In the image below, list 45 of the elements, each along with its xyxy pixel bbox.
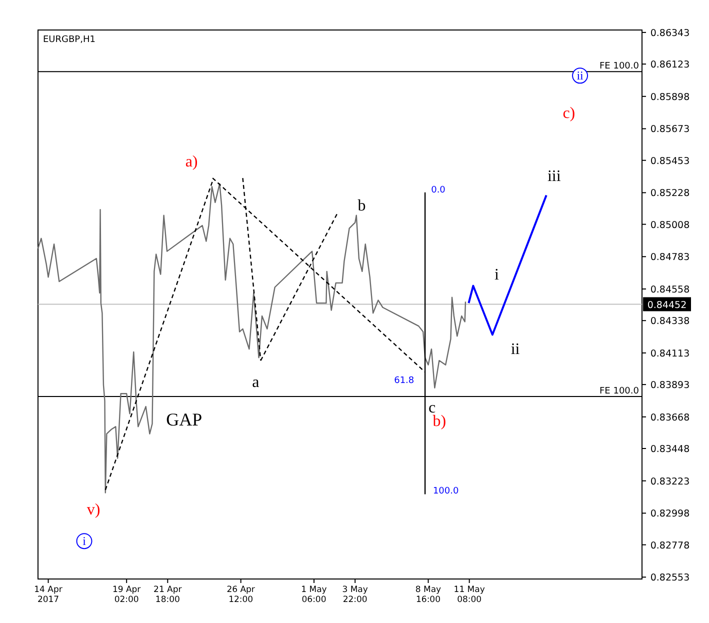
- annotation: GAP: [166, 410, 202, 430]
- y-tick-label: 0.85673: [650, 124, 690, 136]
- y-tick-label: 0.83668: [650, 412, 690, 424]
- y-tick-label: 0.85898: [650, 92, 690, 103]
- text: EURGBP,H1: [43, 35, 96, 45]
- y-tick-label: 0.83893: [650, 380, 690, 392]
- ref-line-label: FE 100.0: [600, 62, 640, 72]
- x-tick-label: 11 May 08:00: [454, 585, 485, 605]
- annotation: i: [494, 266, 500, 284]
- y-tick-label: 0.85228: [650, 188, 690, 200]
- x-tick-label: 19 Apr 02:00: [112, 585, 142, 605]
- annotation: 61.8: [394, 376, 414, 386]
- y-tick-label: 0.83448: [650, 444, 690, 456]
- y-tick-label: 0.86343: [650, 28, 690, 39]
- x-tick-label: 26 Apr 12:00: [226, 585, 256, 605]
- annotation: ii: [510, 341, 520, 358]
- y-tick-label: 0.84783: [650, 252, 690, 264]
- x-tick-label: 3 May 22:00: [342, 585, 368, 605]
- y-tick-label: 0.86123: [650, 60, 690, 71]
- y-tick-label: 0.83223: [650, 476, 690, 488]
- annotation: ii: [576, 68, 584, 83]
- x-tick-label: 1 May 06:00: [301, 585, 327, 605]
- y-tick-label: 0.85453: [650, 156, 690, 167]
- annotation: b: [358, 197, 366, 214]
- y-tick-label: 0.82998: [650, 508, 690, 520]
- x-tick-label: 14 Apr 2017: [34, 585, 63, 605]
- ref-line-label: 0.84452: [647, 300, 687, 312]
- x-tick-label: 21 Apr 18:00: [154, 585, 182, 605]
- y-tick-label: 0.84558: [650, 284, 690, 296]
- annotation: iii: [547, 168, 562, 186]
- annotation: i: [82, 534, 87, 548]
- y-tick-label: 0.82778: [650, 540, 690, 552]
- y-tick-label: 0.82553: [650, 572, 690, 584]
- ref-line-label: FE 100.0: [600, 386, 640, 396]
- annotation: 100.0: [432, 486, 459, 497]
- annotation: a: [252, 374, 260, 392]
- annotation: v): [86, 502, 100, 519]
- annotation: a): [185, 154, 198, 171]
- annotation: b): [432, 413, 446, 430]
- annotation: 0.0: [431, 185, 446, 196]
- annotation: c): [562, 105, 576, 122]
- y-tick-label: 0.84338: [650, 316, 690, 328]
- y-tick-label: 0.84113: [650, 348, 690, 360]
- y-tick-label: 0.85008: [650, 220, 690, 231]
- x-tick-label: 8 May 16:00: [415, 585, 442, 605]
